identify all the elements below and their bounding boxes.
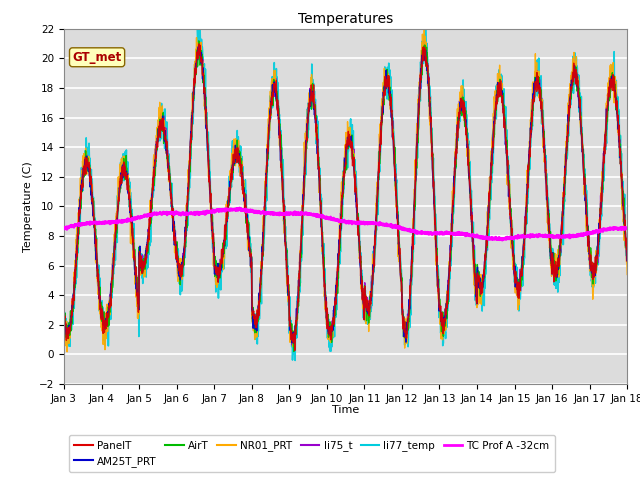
Y-axis label: Temperature (C): Temperature (C) xyxy=(23,161,33,252)
X-axis label: Time: Time xyxy=(332,405,359,415)
Legend: PanelT, AM25T_PRT, AirT, NR01_PRT, li75_t, li77_temp, TC Prof A -32cm: PanelT, AM25T_PRT, AirT, NR01_PRT, li75_… xyxy=(69,435,555,472)
Text: GT_met: GT_met xyxy=(72,51,122,64)
Title: Temperatures: Temperatures xyxy=(298,12,393,26)
